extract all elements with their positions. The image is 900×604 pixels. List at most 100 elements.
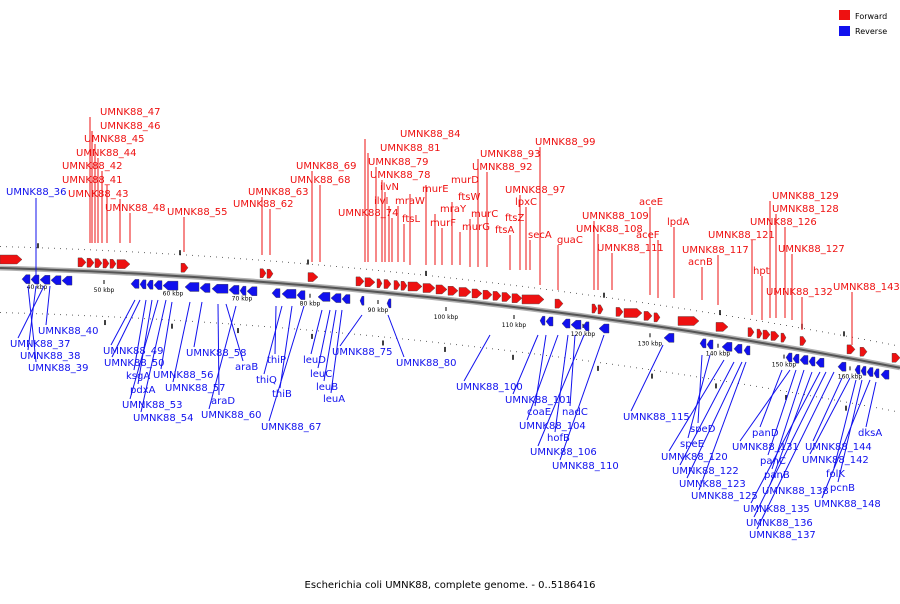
- tick-label: 130 kbp: [638, 340, 663, 347]
- reverse-ring-dot: [192, 320, 193, 322]
- reverse-label-leader: [317, 309, 331, 369]
- gene-label-umnk88-56: UMNK88_56: [153, 370, 213, 381]
- gene-label-umnk88-123: UMNK88_123: [679, 479, 746, 490]
- reverse-ring-dot: [600, 362, 601, 364]
- reverse-ring-dot: [744, 383, 745, 385]
- forward-ring-dot: [858, 337, 859, 339]
- reverse-label-leader: [687, 354, 711, 439]
- gene-label-umnk88-38: UMNK88_38: [20, 351, 80, 362]
- forward-ring-dot: [510, 284, 511, 286]
- reverse-gene-arrow: [162, 280, 179, 291]
- gene-label-mray: mraY: [440, 204, 467, 215]
- gene-label-lpxc: lpxC: [515, 197, 537, 208]
- reverse-gene-arrow: [663, 333, 675, 343]
- forward-ring-dot: [840, 334, 841, 336]
- reverse-gene-arrow: [808, 356, 816, 367]
- forward-gene-arrow: [756, 328, 763, 339]
- reverse-ring-dot: [18, 312, 19, 314]
- reverse-label-leader: [27, 285, 37, 363]
- legend: Forward Reverse: [839, 10, 887, 36]
- forward-ring-dot: [198, 255, 199, 257]
- forward-ring-dot: [264, 260, 265, 261]
- gene-label-arab: araB: [235, 362, 258, 373]
- forward-ring-dot: [792, 326, 793, 327]
- reverse-label-leader: [111, 299, 141, 358]
- forward-ring-dot: [618, 298, 619, 300]
- gene-label-umnk88-84: UMNK88_84: [400, 129, 460, 140]
- gene-label-leud: leuD: [303, 355, 326, 366]
- reverse-ring-dot: [786, 391, 787, 392]
- reverse-label-leader: [387, 314, 405, 358]
- reverse-gene-arrow: [866, 367, 874, 377]
- gene-label-murd: murD: [451, 175, 479, 186]
- forward-ring-dot: [540, 288, 541, 290]
- gene-label-hofb: hofB: [547, 433, 570, 444]
- reverse-label-leader: [323, 309, 337, 382]
- gene-label-thip: thiP: [267, 355, 286, 366]
- reverse-label-leader: [753, 371, 827, 518]
- forward-ring-dot: [738, 317, 739, 318]
- reverse-ring-dot: [864, 405, 865, 406]
- reverse-ring-dot: [432, 341, 433, 343]
- reverse-gene-arrow: [570, 320, 582, 330]
- forward-gene-arrow: [266, 269, 274, 279]
- reverse-gene-arrow: [21, 274, 31, 284]
- forward-ring-dot: [714, 313, 715, 315]
- legend-swatch-reverse: [839, 26, 850, 36]
- reverse-ring-dot: [630, 366, 631, 368]
- gene-label-umnk88-53: UMNK88_53: [122, 400, 182, 411]
- reverse-gene-arrow: [239, 286, 247, 296]
- reverse-ring-dot: [390, 337, 391, 339]
- reverse-ring-dot: [402, 338, 403, 340]
- forward-gene-arrow: [482, 290, 493, 300]
- forward-ring-dot: [210, 256, 211, 258]
- gene-label-umnk88-93: UMNK88_93: [480, 149, 540, 160]
- forward-gene-arrow: [677, 316, 700, 326]
- forward-gene-arrow: [501, 292, 512, 302]
- reverse-ring-dot: [408, 339, 409, 340]
- reverse-ring-dot: [816, 396, 817, 398]
- reverse-ring-dot: [720, 380, 721, 382]
- reverse-gene-arrow: [228, 285, 240, 295]
- gene-label-umnk88-104: UMNK88_104: [519, 421, 586, 432]
- gene-label-umnk88-136: UMNK88_136: [746, 518, 813, 529]
- reverse-ring-dot: [672, 372, 673, 374]
- reverse-ring-dot: [342, 332, 343, 334]
- reverse-ring-dot: [72, 314, 73, 316]
- forward-gene-arrow: [615, 307, 624, 317]
- reverse-ring-dot: [324, 330, 325, 332]
- reverse-ring-dot: [282, 327, 283, 329]
- reverse-ring-dot: [684, 374, 685, 376]
- forward-ring-dot: [396, 271, 397, 273]
- gene-label-umnk88-128: UMNK88_128: [772, 204, 839, 215]
- forward-ring-dot: [186, 254, 187, 256]
- gene-label-umnk88-55: UMNK88_55: [167, 207, 227, 218]
- reverse-label-leader: [750, 371, 821, 504]
- reverse-label-leader: [160, 301, 173, 370]
- gene-label-umnk88-92: UMNK88_92: [472, 162, 532, 173]
- reverse-ring-dot: [252, 325, 253, 327]
- forward-ring-dot: [606, 297, 607, 298]
- reverse-label-leader: [833, 379, 857, 469]
- reverse-ring-dot: [678, 373, 679, 375]
- reverse-ring-dot: [102, 315, 103, 317]
- gene-label-umnk88-69: UMNK88_69: [296, 161, 356, 172]
- forward-ring-dot: [18, 246, 19, 248]
- legend-label-forward: Forward: [855, 12, 887, 21]
- reverse-ring-dot: [48, 313, 49, 315]
- reverse-label-leader: [217, 303, 220, 396]
- forward-genes: [0, 254, 900, 363]
- reverse-label-leader: [310, 309, 323, 355]
- reverse-ring-dot: [24, 312, 25, 314]
- gene-label-leuc: leuC: [310, 369, 332, 380]
- forward-ring-dot: [762, 320, 763, 322]
- forward-gene-arrow: [393, 280, 401, 290]
- gene-label-umnk88-47: UMNK88_47: [100, 107, 160, 118]
- forward-ring-dot: [894, 344, 895, 346]
- gene-label-umnk88-54: UMNK88_54: [133, 413, 193, 424]
- forward-ring-dot: [816, 330, 817, 332]
- forward-ring-dot: [678, 307, 679, 309]
- reverse-ring-dot: [696, 376, 697, 378]
- reverse-gene-arrow: [184, 282, 200, 292]
- forward-gene-arrow: [0, 254, 23, 265]
